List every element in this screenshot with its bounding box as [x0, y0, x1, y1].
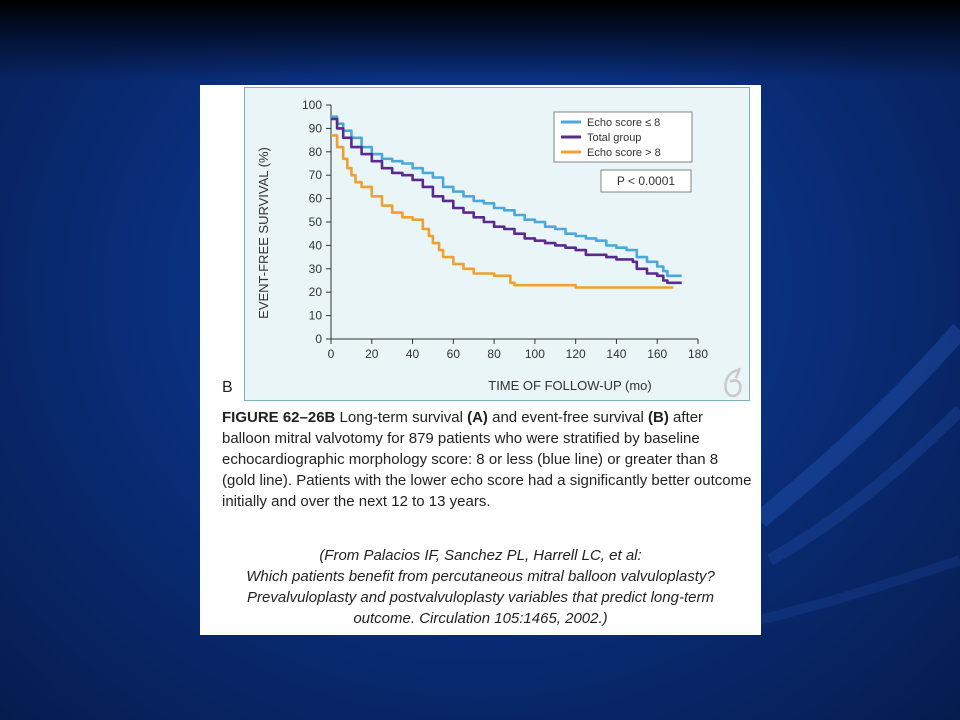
y-tick-label: 100 [302, 98, 322, 112]
caption-text-3: after balloon mitral valvotomy for 879 p… [222, 409, 752, 510]
x-tick-label: 100 [525, 347, 545, 361]
x-tick-label: 60 [447, 347, 461, 361]
source-line: (From Palacios IF, Sanchez PL, Harrell L… [319, 547, 642, 564]
caption-a: (A) [467, 409, 488, 426]
series-line-echo-low [331, 115, 682, 278]
caption-text-2: and event-free survival [487, 409, 649, 426]
panel-letter: B [222, 379, 233, 396]
source-line: Prevalvuloplasty and postvalvuloplasty v… [247, 589, 714, 606]
x-tick-label: 20 [365, 347, 379, 361]
y-axis-label: EVENT-FREE SURVIVAL (%) [256, 147, 271, 319]
y-tick-label: 50 [309, 215, 323, 229]
x-tick-label: 40 [406, 347, 420, 361]
y-tick-label: 90 [309, 121, 323, 135]
chart-axes: 0 10 20 30 40 50 60 70 80 90 100 0 20 40 60 80 100 120 140… [302, 98, 708, 361]
x-axis-label: TIME OF FOLLOW-UP (mo) [488, 378, 651, 393]
p-value-text: P < 0.0001 [617, 174, 675, 188]
chart-area: 0 10 20 30 40 50 60 70 80 90 100 0 20 40 60 80 100 120 140… [244, 87, 750, 401]
y-tick-label: 70 [309, 168, 323, 182]
y-tick-label: 10 [309, 309, 323, 323]
x-tick-label: 120 [566, 347, 586, 361]
source-line: outcome. Circulation 105:1465, 2002.) [353, 610, 608, 627]
x-tick-label: 80 [487, 347, 501, 361]
y-tick-label: 60 [309, 192, 323, 206]
survival-chart: 0 10 20 30 40 50 60 70 80 90 100 0 20 40 60 80 100 120 140… [256, 98, 708, 393]
series-line-echo-high [331, 134, 674, 289]
caption-b: (B) [648, 409, 669, 426]
y-tick-label: 20 [309, 285, 323, 299]
series-line-total [331, 117, 682, 285]
handwritten-mark-icon [724, 367, 742, 398]
caption-label: FIGURE 62–26B [222, 409, 336, 426]
legend-entry: Total group [587, 132, 641, 144]
p-value-box [600, 169, 692, 193]
figure-caption: FIGURE 62–26B Long-term survival (A) and… [222, 407, 752, 512]
y-tick-label: 0 [315, 332, 322, 346]
caption-text-1: Long-term survival [335, 409, 468, 426]
chart-series [331, 115, 682, 289]
x-tick-label: 180 [688, 347, 708, 361]
p-value-annotation: P < 0.0001 [600, 169, 692, 193]
y-tick-label: 80 [309, 145, 323, 159]
figure-panel: 0 10 20 30 40 50 60 70 80 90 100 0 20 40 60 80 100 120 140… [200, 85, 761, 635]
slide-top-band [0, 0, 960, 80]
y-tick-label: 30 [309, 262, 323, 276]
x-tick-label: 140 [606, 347, 626, 361]
legend-entry: Echo score ≤ 8 [587, 117, 660, 129]
figure-source: (From Palacios IF, Sanchez PL, Harrell L… [200, 545, 761, 629]
chart-legend: Echo score ≤ 8 Total group Echo score > 8 [553, 111, 693, 163]
source-line: Which patients benefit from percutaneous… [246, 568, 715, 585]
legend-entry: Echo score > 8 [587, 147, 661, 159]
y-tick-label: 40 [309, 238, 323, 252]
x-tick-label: 160 [647, 347, 667, 361]
x-tick-label: 0 [328, 347, 335, 361]
